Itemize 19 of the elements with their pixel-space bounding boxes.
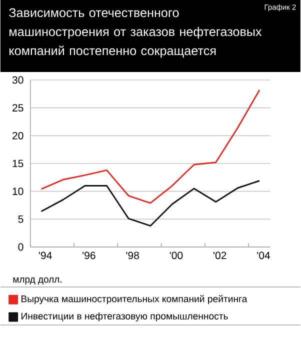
x-tick-label: '04 [257,252,270,260]
y-tick-label: 15 [12,160,24,168]
y-tick-label: 25 [12,104,24,112]
x-tick-label: '96 [82,252,96,260]
legend-label: Инвестиции в нефтегазовую промышленность [22,312,228,322]
y-tick-label: 5 [18,216,24,223]
y-axis-title: млрд долл. [13,277,62,285]
x-tick-label: '98 [126,252,140,260]
y-tick-label: 10 [12,188,24,196]
y-tick-label: 0 [18,243,24,251]
legend-label: Выручка машиностроительных компаний рейтинга [22,295,248,304]
line-series [40,89,260,204]
y-tick-label: 20 [12,132,24,140]
x-tick-label: '02 [214,252,226,260]
chart-title: Зависимость отечественного машиностроения от заказов нефтегазовых компаний постепенно сокращается [9,8,262,58]
y-tick-label: 30 [12,76,24,84]
line-series [40,180,260,227]
x-tick-label: '94 [39,252,52,260]
x-tick-label: '00 [170,252,183,260]
